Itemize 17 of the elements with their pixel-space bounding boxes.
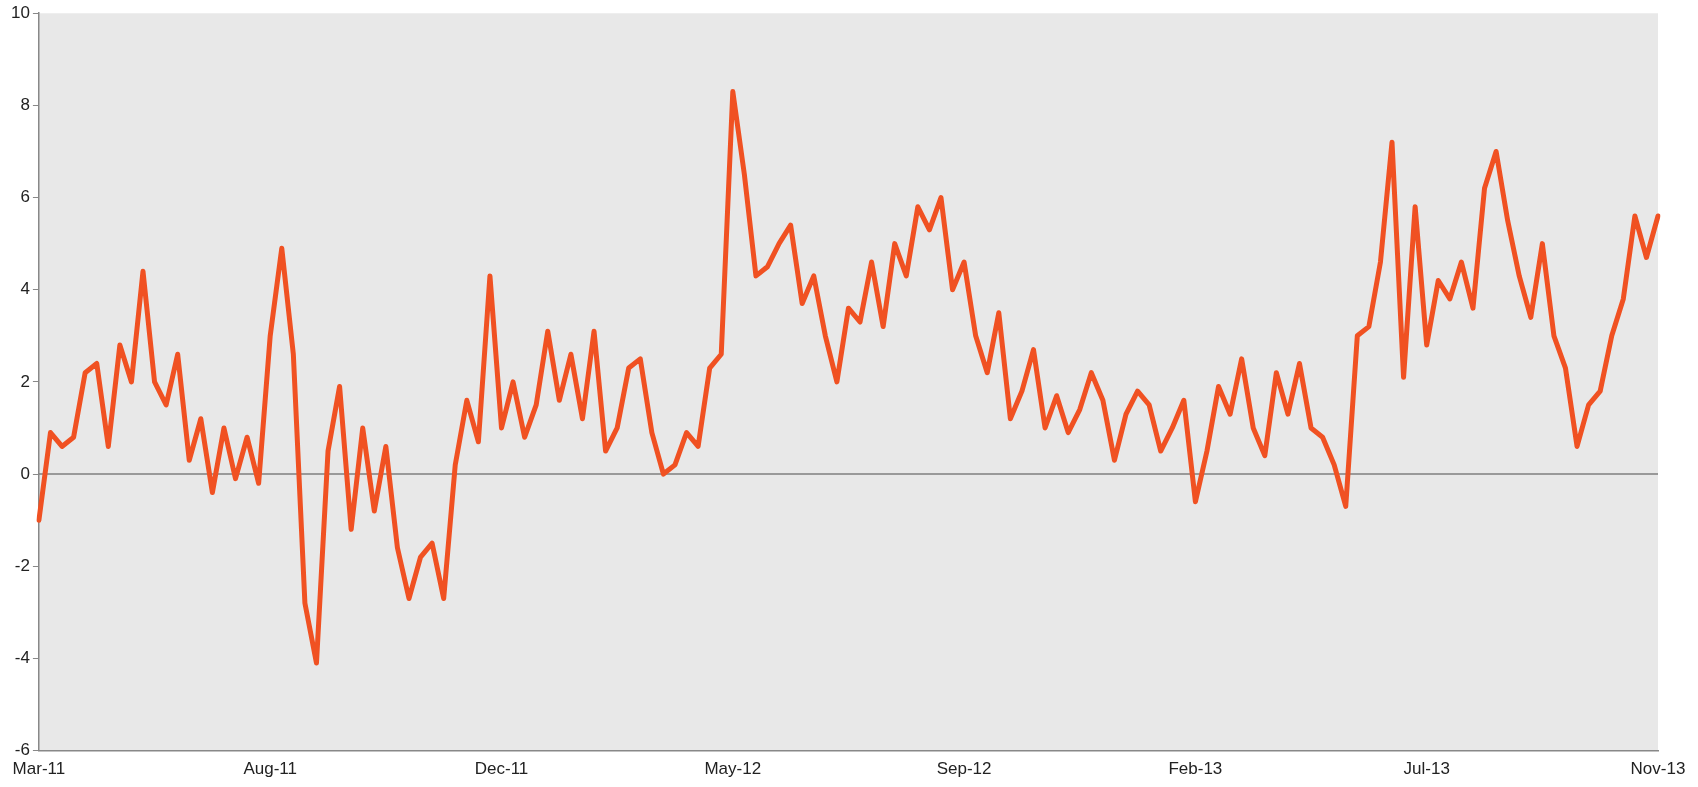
y-tick-label: 10 [10,2,30,22]
y-tick-label: -4 [14,648,30,668]
y-tick-label: -6 [14,740,30,760]
x-tick-label: Aug-11 [243,759,297,779]
x-tick-label: Feb-13 [1168,759,1223,779]
x-tick-label: Nov-13 [1630,759,1686,779]
y-tick-label: 8 [20,95,30,115]
y-tick-label: 6 [20,187,30,207]
y-tick-label: 0 [20,463,30,483]
x-tick-label: Jul-13 [1403,759,1450,779]
x-tick-label: Mar-11 [12,759,66,779]
x-tick-label: Sep-12 [936,759,992,779]
y-tick-label: 2 [20,371,30,391]
y-tick-label: -2 [14,555,30,575]
x-tick-label: May-12 [704,759,762,779]
y-tick-label: 4 [20,279,30,299]
x-tick-label: Dec-11 [474,759,529,779]
